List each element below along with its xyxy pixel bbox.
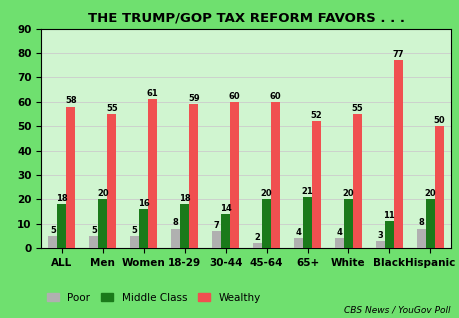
Bar: [130, 236, 139, 248]
Bar: [434, 126, 443, 248]
Text: 2: 2: [254, 233, 260, 242]
Text: 77: 77: [392, 50, 403, 59]
Text: 8: 8: [418, 218, 423, 227]
Bar: [107, 114, 116, 248]
Bar: [98, 199, 107, 248]
Text: 4: 4: [295, 228, 301, 237]
Bar: [302, 197, 311, 248]
Bar: [262, 199, 270, 248]
Bar: [343, 199, 352, 248]
Bar: [89, 236, 98, 248]
Text: 14: 14: [219, 204, 231, 213]
Text: 50: 50: [432, 116, 444, 125]
Bar: [384, 221, 393, 248]
Bar: [375, 241, 384, 248]
Text: 60: 60: [228, 92, 240, 100]
Bar: [171, 229, 180, 248]
Text: 16: 16: [138, 199, 149, 208]
Title: THE TRUMP/GOP TAX REFORM FAVORS . . .: THE TRUMP/GOP TAX REFORM FAVORS . . .: [87, 12, 404, 25]
Bar: [311, 121, 320, 248]
Bar: [139, 209, 148, 248]
Text: 3: 3: [377, 231, 382, 239]
Bar: [189, 104, 198, 248]
Text: 18: 18: [56, 194, 67, 203]
Text: 55: 55: [351, 104, 363, 113]
Text: 8: 8: [173, 218, 178, 227]
Bar: [148, 99, 157, 248]
Bar: [416, 229, 425, 248]
Bar: [212, 231, 221, 248]
Text: 52: 52: [310, 111, 322, 120]
Bar: [230, 102, 239, 248]
Bar: [293, 238, 302, 248]
Bar: [393, 60, 402, 248]
Text: 20: 20: [260, 189, 272, 198]
Text: 5: 5: [50, 226, 56, 235]
Bar: [221, 214, 230, 248]
Text: 4: 4: [336, 228, 341, 237]
Text: 59: 59: [187, 94, 199, 103]
Bar: [352, 114, 361, 248]
Text: 18: 18: [179, 194, 190, 203]
Text: 20: 20: [97, 189, 108, 198]
Text: 20: 20: [424, 189, 435, 198]
Bar: [334, 238, 343, 248]
Legend: Poor, Middle Class, Wealthy: Poor, Middle Class, Wealthy: [46, 293, 260, 303]
Text: 20: 20: [342, 189, 353, 198]
Text: 61: 61: [146, 89, 158, 98]
Text: CBS News / YouGov Poll: CBS News / YouGov Poll: [343, 306, 450, 315]
Text: 60: 60: [269, 92, 281, 100]
Bar: [66, 107, 75, 248]
Text: 7: 7: [213, 221, 219, 230]
Text: 21: 21: [301, 187, 313, 196]
Text: 58: 58: [65, 96, 77, 105]
Text: 5: 5: [132, 226, 137, 235]
Bar: [180, 204, 189, 248]
Text: 55: 55: [106, 104, 118, 113]
Bar: [48, 236, 57, 248]
Text: 5: 5: [91, 226, 96, 235]
Bar: [252, 243, 262, 248]
Text: 11: 11: [383, 211, 394, 220]
Bar: [425, 199, 434, 248]
Bar: [57, 204, 66, 248]
Bar: [270, 102, 280, 248]
